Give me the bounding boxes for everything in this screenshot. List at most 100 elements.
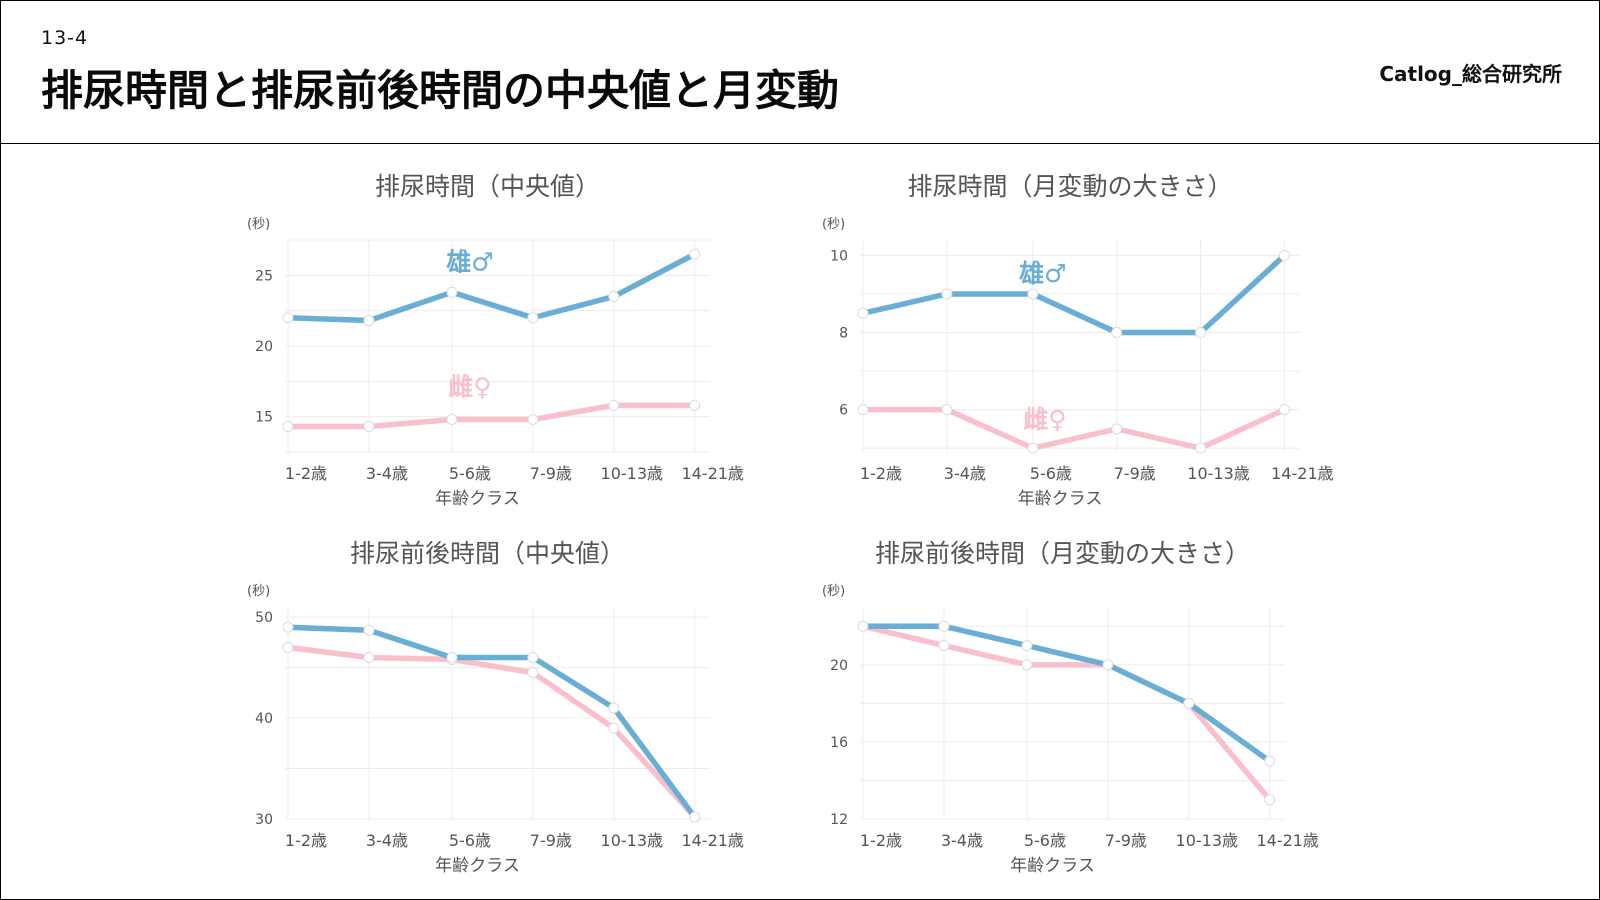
data-point-female (1027, 442, 1039, 454)
chart-pre-post-time-median: 排尿前後時間（中央値） (秒) 30 40 50 1-2歳 3-4歳 5-6歳 7-9歳 10-1… (240, 532, 760, 892)
x-tick-label: 10-13歳 (601, 831, 664, 850)
data-point-female (857, 404, 869, 416)
x-tick-label: 3-4歳 (941, 831, 983, 850)
y-tick-label: 20 (830, 658, 848, 674)
data-point-male (941, 288, 953, 300)
x-tick-label: 14-21歳 (681, 464, 744, 483)
x-axis-label: 年齢クラス (435, 856, 520, 876)
data-point-female (608, 722, 620, 734)
data-point-male (1021, 640, 1033, 652)
y-tick-label: 25 (255, 268, 273, 284)
y-tick-label: 30 (255, 812, 273, 828)
data-point-male (1278, 249, 1290, 261)
data-point-female (1278, 404, 1290, 416)
series-label-female: 雌♀ (448, 372, 491, 401)
x-tick-label: 10-13歳 (1187, 464, 1250, 483)
chart-title: 排尿時間（月変動の大きさ） (907, 172, 1232, 201)
x-tick-label: 14-21歳 (681, 831, 744, 850)
data-point-male (608, 702, 620, 714)
y-tick-label: 12 (830, 812, 848, 828)
x-tick-label: 1-2歳 (860, 464, 902, 483)
chart-3-svg: 排尿前後時間（月変動の大きさ） (秒) 12 16 20 1-2歳 3-4歳 5-6歳 7-9歳… (822, 539, 1319, 876)
chart-0-svg: 排尿時間（中央値） (秒) 15 20 25 1-2歳 3-4歳 5-6歳 7-9歳 10-13歳… (247, 172, 744, 509)
series-line-male (285, 251, 698, 324)
chart-urination-time-monthly-variation: 排尿時間（月変動の大きさ） (秒) 6 8 10 1-2歳 3-4歳 5-6歳 7-9歳 10-1… (815, 165, 1335, 525)
chart-title: 排尿前後時間（中央値） (350, 539, 625, 568)
data-point-male (1111, 327, 1123, 339)
data-point-female (689, 399, 701, 411)
x-tick-label: 5-6歳 (1024, 831, 1066, 850)
data-point-male (938, 620, 950, 632)
data-point-male (527, 651, 539, 663)
data-point-female (282, 421, 294, 433)
x-tick-label: 5-6歳 (449, 464, 491, 483)
x-tick-label: 14-21歳 (1256, 831, 1319, 850)
data-point-female (608, 399, 620, 411)
x-tick-label: 5-6歳 (1030, 464, 1072, 483)
chart-1-svg: 排尿時間（月変動の大きさ） (秒) 6 8 10 1-2歳 3-4歳 5-6歳 7-9歳 10-1… (822, 172, 1334, 509)
x-axis-label: 年齢クラス (1018, 489, 1103, 509)
chart-title: 排尿時間（中央値） (375, 172, 600, 201)
series-line-female (285, 644, 698, 820)
brand-logo-text: Catlog_総合研究所 (1379, 62, 1562, 86)
series-label-male: 雄♂ (445, 247, 493, 276)
data-point-female (1195, 442, 1207, 454)
y-tick-label: 8 (839, 326, 848, 342)
y-unit-label: (秒) (247, 584, 270, 599)
series-line-male (860, 252, 1288, 336)
y-unit-label: (秒) (247, 217, 270, 232)
y-unit-label: (秒) (822, 217, 845, 232)
y-tick-label: 40 (255, 711, 273, 727)
page-title: 排尿時間と排尿前後時間の中央値と月変動 (41, 66, 840, 115)
x-tick-label: 7-9歳 (1114, 464, 1156, 483)
x-axis-label: 年齢クラス (1010, 856, 1095, 876)
series-line-female (285, 402, 698, 430)
data-point-female (282, 641, 294, 653)
data-point-male (608, 291, 620, 303)
data-point-male (1183, 697, 1195, 709)
x-tick-label: 1-2歳 (285, 464, 327, 483)
x-tick-label: 10-13歳 (1176, 831, 1239, 850)
chart-title: 排尿前後時間（月変動の大きさ） (875, 539, 1250, 568)
x-tick-label: 1-2歳 (860, 831, 902, 850)
data-point-female (446, 413, 458, 425)
y-tick-label: 16 (830, 735, 848, 751)
data-point-male (1264, 755, 1276, 767)
data-point-male (363, 315, 375, 327)
data-point-male (1195, 327, 1207, 339)
x-tick-label: 3-4歳 (944, 464, 986, 483)
data-point-male (282, 312, 294, 324)
x-tick-label: 7-9歳 (1105, 831, 1147, 850)
series-line-female (860, 623, 1273, 803)
data-point-female (1264, 794, 1276, 806)
y-tick-label: 10 (830, 248, 848, 264)
data-point-female (527, 413, 539, 425)
series-line-male (860, 623, 1273, 764)
y-tick-label: 6 (839, 403, 848, 419)
x-tick-label: 7-9歳 (530, 831, 572, 850)
data-point-female (1021, 659, 1033, 671)
x-tick-label: 5-6歳 (449, 831, 491, 850)
y-tick-label: 15 (255, 410, 273, 426)
x-tick-label: 1-2歳 (285, 831, 327, 850)
data-point-male (1102, 659, 1114, 671)
data-point-male (446, 651, 458, 663)
y-tick-label: 20 (255, 339, 273, 355)
chart-urination-time-median: 排尿時間（中央値） (秒) 15 20 25 1-2歳 3-4歳 5-6歳 7-9歳 10-13歳… (240, 165, 760, 525)
data-point-female (1111, 423, 1123, 435)
y-unit-label: (秒) (822, 584, 845, 599)
data-point-female (941, 404, 953, 416)
section-number: 13-4 (41, 27, 89, 49)
series-line-female (860, 406, 1288, 451)
y-tick-label: 50 (255, 610, 273, 626)
x-tick-label: 3-4歳 (366, 464, 408, 483)
x-tick-label: 3-4歳 (366, 831, 408, 850)
x-tick-label: 14-21歳 (1271, 464, 1334, 483)
data-point-male (689, 248, 701, 260)
data-point-female (363, 651, 375, 663)
data-point-male (689, 811, 701, 823)
data-point-male (446, 286, 458, 298)
series-line-male (285, 624, 698, 820)
data-point-female (363, 421, 375, 433)
slide-header: 13-4 排尿時間と排尿前後時間の中央値と月変動 Catlog_総合研究所 (0, 0, 1600, 144)
